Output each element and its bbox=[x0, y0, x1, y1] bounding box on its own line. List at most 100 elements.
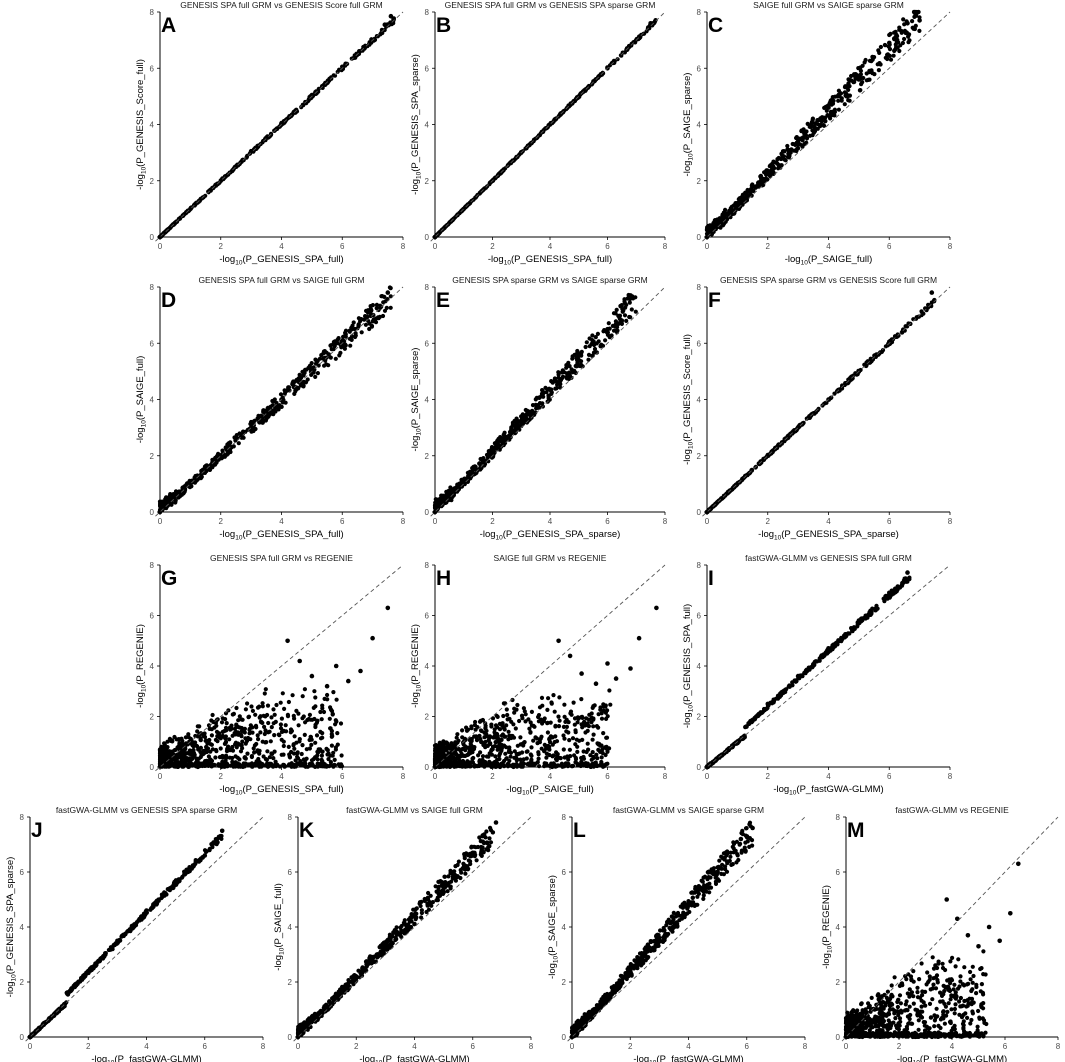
data-point bbox=[905, 21, 910, 26]
data-point bbox=[385, 290, 391, 295]
data-point bbox=[758, 173, 764, 178]
data-point bbox=[837, 94, 842, 99]
data-point bbox=[495, 757, 500, 762]
data-point bbox=[354, 51, 359, 56]
data-point bbox=[907, 32, 912, 37]
panel-letter: I bbox=[708, 567, 714, 590]
data-point bbox=[491, 735, 496, 740]
data-point bbox=[472, 722, 477, 728]
y-tick-label: 0 bbox=[150, 763, 155, 772]
data-point bbox=[590, 705, 595, 711]
data-point bbox=[570, 354, 575, 359]
data-point bbox=[244, 155, 249, 160]
data-point bbox=[209, 718, 214, 723]
x-axis-label: -log10(P_SAIGE_full) bbox=[506, 784, 594, 797]
data-point bbox=[586, 717, 592, 722]
data-point bbox=[246, 714, 252, 719]
y-axis-label: -log10(P_SAIGE_sparse) bbox=[410, 348, 423, 452]
data-point bbox=[493, 723, 499, 728]
data-point bbox=[551, 693, 556, 698]
panel-title: fastGWA-GLMM vs GENESIS SPA full GRM bbox=[745, 553, 912, 563]
data-point bbox=[377, 314, 382, 319]
data-point bbox=[527, 409, 532, 414]
data-point bbox=[480, 754, 486, 759]
data-point bbox=[544, 751, 549, 756]
data-point bbox=[776, 162, 781, 167]
data-point bbox=[929, 300, 934, 305]
data-point bbox=[867, 58, 873, 63]
data-point bbox=[607, 688, 612, 693]
x-tick-label: 0 bbox=[158, 772, 163, 781]
data-point bbox=[363, 322, 368, 327]
data-point bbox=[572, 368, 577, 373]
data-point bbox=[490, 716, 496, 721]
data-point bbox=[233, 754, 238, 759]
data-point bbox=[810, 117, 815, 122]
data-point bbox=[204, 738, 209, 743]
data-point bbox=[584, 749, 589, 755]
data-point bbox=[272, 733, 277, 738]
data-point bbox=[279, 752, 284, 757]
data-point bbox=[223, 446, 228, 451]
data-point bbox=[586, 357, 591, 362]
data-point bbox=[328, 726, 333, 731]
data-point bbox=[251, 746, 256, 751]
data-point bbox=[821, 123, 827, 128]
panel-b: GENESIS SPA full GRM vs GENESIS SPA spar… bbox=[410, 0, 668, 267]
data-point bbox=[338, 762, 343, 767]
data-point bbox=[324, 746, 329, 752]
data-point bbox=[799, 129, 804, 134]
data-point bbox=[540, 401, 545, 406]
data-point bbox=[297, 658, 303, 664]
data-point bbox=[605, 326, 610, 332]
data-point bbox=[388, 305, 393, 310]
data-point bbox=[256, 413, 261, 418]
data-point bbox=[296, 761, 301, 767]
data-point bbox=[358, 668, 363, 674]
data-point bbox=[252, 750, 257, 755]
data-point bbox=[570, 736, 576, 741]
data-point bbox=[269, 725, 274, 730]
data-point bbox=[320, 735, 325, 740]
data-point bbox=[349, 56, 354, 61]
data-point bbox=[579, 351, 584, 356]
data-point bbox=[253, 712, 258, 717]
data-point bbox=[463, 761, 468, 767]
data-point bbox=[277, 403, 282, 408]
y-tick-label: 0 bbox=[697, 508, 702, 517]
data-point bbox=[303, 380, 309, 385]
panel-title: SAIGE full GRM vs SAIGE sparse GRM bbox=[753, 0, 904, 10]
data-point bbox=[325, 692, 330, 698]
data-point bbox=[484, 732, 489, 737]
data-point bbox=[300, 743, 305, 748]
x-axis-label: -log10(P_SAIGE_full) bbox=[785, 254, 873, 267]
panel-a: GENESIS SPA full GRM vs GENESIS Score fu… bbox=[135, 0, 406, 267]
data-point bbox=[388, 13, 394, 19]
panel-title: SAIGE full GRM vs REGENIE bbox=[494, 553, 607, 563]
data-point bbox=[442, 746, 447, 751]
x-tick-label: 4 bbox=[548, 242, 553, 251]
data-point bbox=[213, 747, 219, 753]
y-tick-label: 0 bbox=[425, 508, 430, 517]
data-point bbox=[589, 82, 595, 87]
data-point bbox=[388, 294, 393, 299]
data-point bbox=[249, 704, 254, 709]
data-point bbox=[542, 716, 547, 721]
data-point bbox=[463, 744, 468, 749]
y-tick-label: 2 bbox=[425, 177, 430, 186]
data-point bbox=[782, 149, 787, 154]
data-point bbox=[539, 746, 544, 751]
y-tick-label: 6 bbox=[150, 612, 155, 621]
data-point bbox=[172, 748, 177, 753]
panel-letter: C bbox=[708, 14, 723, 37]
data-point bbox=[259, 762, 264, 768]
data-point bbox=[538, 394, 544, 399]
data-point bbox=[332, 344, 337, 349]
data-point bbox=[228, 170, 233, 175]
data-point bbox=[763, 176, 769, 182]
x-tick-label: 0 bbox=[158, 517, 163, 526]
data-point bbox=[557, 755, 562, 760]
data-point bbox=[607, 335, 612, 340]
data-point bbox=[530, 403, 536, 408]
data-point bbox=[279, 729, 285, 735]
